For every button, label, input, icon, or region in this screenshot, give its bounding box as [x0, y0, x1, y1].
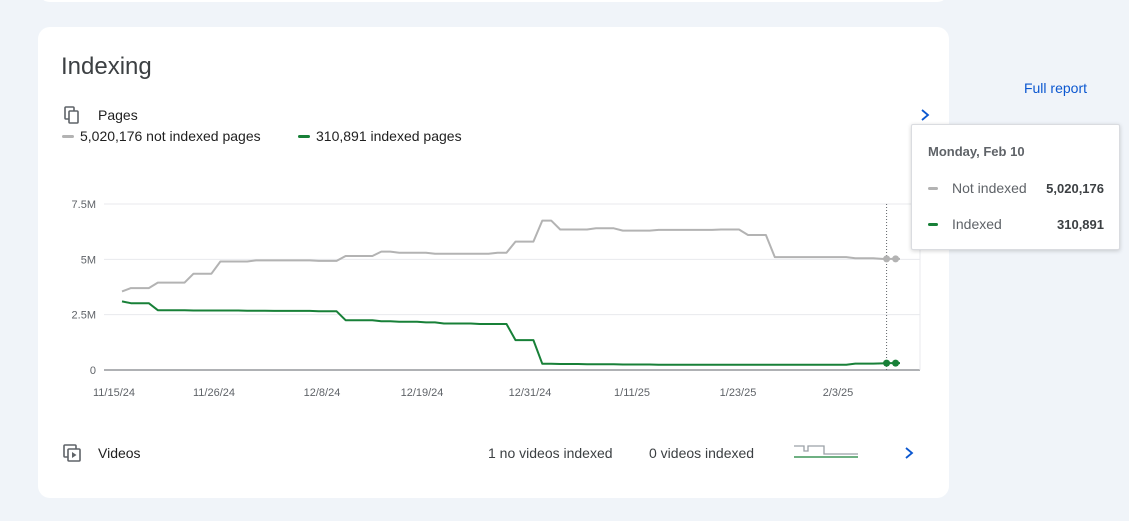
x-tick-label: 1/23/25	[720, 387, 757, 399]
tooltip-row-indexed: Indexed 310,891	[928, 216, 1104, 232]
y-tick-label: 5M	[81, 254, 96, 266]
data-point	[892, 359, 900, 367]
x-tick-label: 2/3/25	[823, 387, 854, 399]
full-report-link[interactable]: Full report	[1023, 80, 1087, 96]
tooltip-swatch-indexed	[928, 222, 938, 226]
tooltip-date: Monday, Feb 10	[928, 144, 1025, 159]
video-library-icon	[63, 444, 81, 462]
x-tick-label: 12/19/24	[401, 387, 444, 399]
legend-swatch-indexed	[298, 134, 310, 138]
tooltip-row-not-indexed: Not indexed 5,020,176	[928, 180, 1104, 196]
x-tick-label: 12/8/24	[304, 387, 341, 399]
no-videos-indexed-text: 1 no videos indexed	[488, 445, 613, 461]
chevron-right-icon[interactable]	[918, 108, 932, 122]
videos-sparkline	[794, 445, 858, 458]
tooltip-swatch-not-indexed	[928, 186, 938, 190]
legend-indexed[interactable]: 310,891 indexed pages	[298, 128, 462, 144]
y-tick-label: 7.5M	[72, 199, 96, 211]
x-tick-label: 12/31/24	[509, 387, 552, 399]
tooltip-value-indexed: 310,891	[1057, 216, 1104, 232]
tooltip-label-indexed: Indexed	[952, 216, 1002, 232]
chart-tooltip: Monday, Feb 10 Not indexed 5,020,176 Ind…	[911, 124, 1120, 250]
videos-indexed-text: 0 videos indexed	[649, 445, 755, 461]
not-indexed-series-line	[121, 219, 900, 293]
tooltip-value-not-indexed: 5,020,176	[1046, 180, 1104, 196]
hover-point	[883, 359, 891, 367]
section-title: Indexing	[61, 53, 152, 80]
legend-swatch-not-indexed	[62, 134, 74, 138]
y-tick-label: 2.5M	[72, 310, 96, 322]
data-point	[892, 255, 900, 263]
previous-card	[38, 0, 949, 2]
legend-indexed-label: 310,891 indexed pages	[316, 128, 462, 144]
videos-label: Videos	[98, 445, 141, 461]
tooltip-label-not-indexed: Not indexed	[952, 180, 1027, 196]
x-tick-label: 11/26/24	[193, 387, 235, 399]
indexed-series-line	[121, 300, 900, 366]
y-tick-label: 0	[90, 365, 96, 377]
videos-chevron-right-icon[interactable]	[902, 446, 916, 460]
legend-not-indexed-label: 5,020,176 not indexed pages	[80, 128, 261, 144]
indexing-card: Indexing	[38, 27, 949, 498]
pages-label: Pages	[98, 107, 138, 123]
x-tick-label: 1/11/25	[614, 387, 650, 399]
hover-point	[883, 255, 891, 263]
x-tick-label: 11/15/24	[93, 387, 135, 399]
legend-not-indexed[interactable]: 5,020,176 not indexed pages	[62, 128, 261, 144]
pages-icon	[64, 106, 79, 124]
